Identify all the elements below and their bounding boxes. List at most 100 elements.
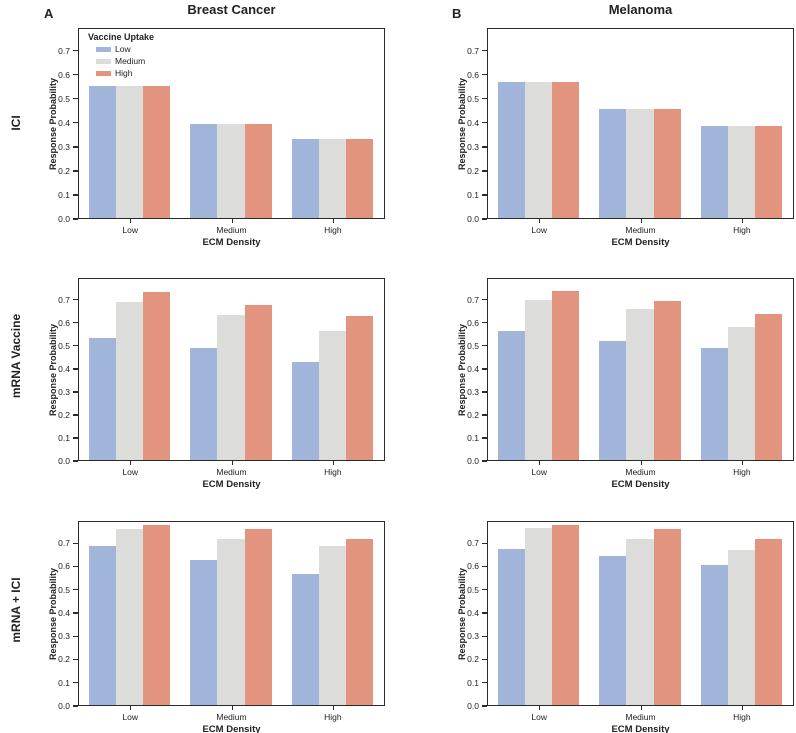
x-axis-label: ECM Density (611, 479, 670, 490)
x-tick-mark (231, 461, 233, 465)
x-tick-mark (640, 219, 642, 223)
chart-panel-mrna-vaccine-breast-cancer: Response Probability ECM Density 0.0 0.1 0… (30, 278, 385, 495)
chart-panel-mrna-plus-ici-melanoma: Response Probability ECM Density 0.0 0.1 0… (439, 521, 794, 733)
bar-low-ecm-low-uptake (498, 549, 526, 705)
panel-letter-b: B (452, 6, 462, 21)
bar-high-ecm-low-uptake (700, 565, 728, 705)
y-tick-label: 0.3 (467, 386, 479, 397)
y-tick-mark (482, 322, 487, 324)
y-tick-mark (482, 98, 487, 100)
bar-low-ecm-high-uptake (143, 524, 171, 705)
row-label-ici: ICI (9, 115, 23, 131)
bar-high-ecm-high-uptake (754, 313, 782, 460)
bar-medium-ecm-medium-uptake (626, 538, 654, 705)
x-tick-label: High (733, 467, 751, 477)
x-tick-label: Low (122, 712, 138, 722)
plot-area: Vaccine Uptake Low Medium High (78, 28, 385, 219)
column-title-melanoma: Melanoma (608, 2, 673, 17)
y-tick-label: 0.5 (58, 340, 70, 351)
bar-low-ecm-high-uptake (143, 291, 171, 460)
row-label-mrna-vaccine: mRNA Vaccine (9, 313, 23, 399)
bar-low-ecm-high-uptake (552, 82, 580, 218)
bar-medium-ecm-high-uptake (653, 529, 681, 705)
y-tick-label: 0.0 (58, 214, 70, 224)
y-tick-mark (482, 299, 487, 301)
bar-low-ecm-medium-uptake (116, 302, 144, 460)
y-tick-label: 0.1 (467, 189, 479, 200)
y-tick-mark (73, 98, 78, 100)
y-tick-label: 0.0 (467, 456, 479, 466)
y-tick-label: 0.2 (467, 165, 479, 176)
bar-low-ecm-low-uptake (498, 82, 526, 218)
bar-low-ecm-medium-uptake (525, 82, 553, 218)
x-tick-label: Low (122, 225, 138, 235)
y-tick-label: 0.1 (58, 432, 70, 443)
plot-area (487, 28, 794, 219)
y-tick-mark (73, 437, 78, 439)
y-tick-mark (482, 437, 487, 439)
x-tick-mark (741, 461, 744, 465)
legend-entry-low: Low (96, 43, 154, 55)
bar-low-ecm-low-uptake (89, 85, 117, 218)
legend-swatch-low (96, 46, 111, 52)
bar-high-ecm-high-uptake (345, 316, 373, 460)
y-tick-mark (73, 368, 78, 370)
y-tick-mark (73, 682, 78, 684)
y-tick-label: 0.2 (58, 654, 70, 665)
y-tick-mark (482, 542, 487, 544)
bar-low-ecm-medium-uptake (525, 300, 553, 460)
y-tick-mark (482, 460, 487, 462)
x-tick-mark (332, 461, 335, 465)
bar-high-ecm-medium-uptake (318, 138, 346, 218)
y-tick-label: 0.3 (467, 631, 479, 642)
y-tick-label: 0.6 (467, 69, 479, 80)
panel-letter-a: A (44, 6, 54, 21)
bar-medium-ecm-high-uptake (653, 108, 681, 218)
y-tick-label: 0.7 (467, 45, 479, 56)
y-tick-label: 0.2 (467, 654, 479, 665)
bar-medium-ecm-medium-uptake (217, 124, 245, 218)
y-tick-mark (73, 50, 78, 52)
y-tick-label: 0.1 (467, 432, 479, 443)
y-tick-label: 0.0 (58, 456, 70, 466)
y-tick-mark (482, 194, 487, 196)
y-tick-label: 0.2 (58, 409, 70, 420)
y-tick-mark (482, 658, 487, 661)
y-tick-mark (73, 612, 78, 614)
legend-swatch-high (96, 70, 111, 76)
bar-high-ecm-high-uptake (345, 538, 373, 705)
chart-panel-mrna-plus-ici-breast-cancer: Response Probability ECM Density 0.0 0.1 0… (30, 521, 385, 733)
legend-entry-medium: Medium (96, 55, 154, 67)
bar-medium-ecm-low-uptake (599, 556, 627, 705)
x-tick-mark (539, 706, 541, 710)
y-tick-mark (73, 299, 78, 301)
row-label-mrna-plus-ici: mRNA + ICI (9, 577, 23, 643)
y-tick-mark (73, 345, 78, 347)
x-tick-label: High (733, 225, 751, 235)
x-tick-mark (332, 219, 335, 223)
legend-entry-high: High (96, 67, 154, 79)
x-tick-label: Low (531, 225, 547, 235)
y-tick-mark (482, 635, 487, 637)
y-tick-mark (73, 391, 78, 393)
x-tick-label: Medium (216, 467, 247, 477)
plot-area (487, 278, 794, 461)
y-tick-label: 0.4 (467, 363, 479, 374)
bar-low-ecm-low-uptake (498, 331, 526, 460)
plot-area (487, 521, 794, 706)
legend-label-high: High (115, 68, 133, 78)
bar-high-ecm-high-uptake (345, 138, 373, 218)
y-tick-label: 0.0 (467, 701, 479, 711)
y-tick-mark (482, 391, 487, 393)
bar-medium-ecm-high-uptake (244, 529, 272, 705)
plot-area (78, 521, 385, 706)
y-tick-label: 0.1 (58, 189, 70, 200)
y-tick-mark (73, 218, 78, 220)
legend-label-low: Low (115, 44, 131, 54)
column-title-breast-cancer: Breast Cancer (187, 2, 276, 17)
bar-medium-ecm-low-uptake (599, 341, 627, 460)
x-tick-label: Medium (625, 712, 656, 722)
x-tick-label: Low (122, 467, 138, 477)
x-tick-mark (130, 461, 132, 465)
y-tick-mark (73, 74, 78, 76)
